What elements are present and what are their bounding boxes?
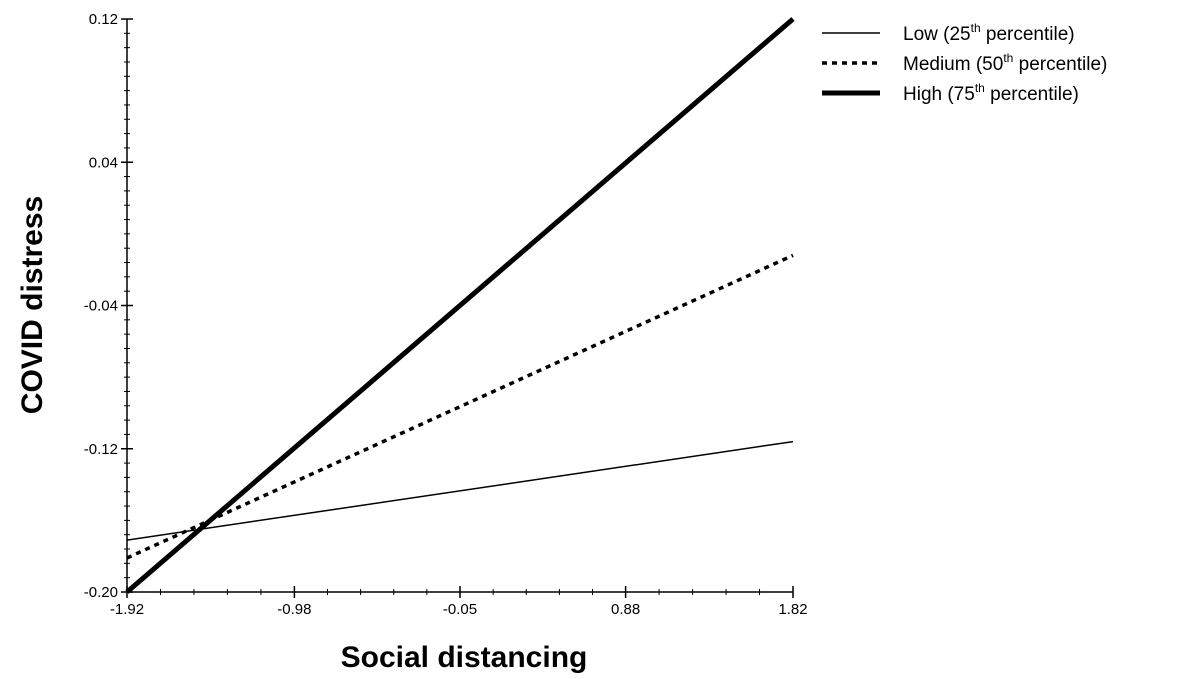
legend-label-tail: percentile)	[981, 24, 1075, 45]
x-tick-label: -1.92	[110, 601, 144, 618]
legend-label-main: Medium (50	[903, 54, 1003, 75]
series-line-2	[125, 17, 795, 594]
legend-label-main: Low (25	[903, 24, 971, 45]
series-line-1	[126, 253, 794, 560]
legend-label-0: Low (25th percentile)	[903, 21, 1075, 45]
axes: -0.20 -0.12 -0.04 0.04 0.12 -1.92 -0.98 -0.05 0.…	[84, 11, 808, 618]
y-tick-label: -0.04	[84, 298, 118, 315]
y-tick-label: -0.12	[84, 441, 118, 458]
series-line-0	[126, 440, 794, 541]
series-layer	[125, 17, 795, 594]
x-tick-label: -0.05	[443, 601, 477, 618]
legend-label-sup: th	[1003, 51, 1013, 65]
legend-label-tail: percentile)	[985, 84, 1079, 105]
legend-label-2: High (75th percentile)	[903, 81, 1079, 105]
legend-label-sup: th	[971, 21, 981, 35]
x-tick-label: 1.82	[778, 601, 807, 618]
y-tick-label: -0.20	[84, 584, 118, 601]
x-axis-title: Social distancing	[341, 641, 588, 674]
y-axis-title: COVID distress	[16, 196, 49, 414]
legend: Low (25th percentile)Medium (50th percen…	[822, 21, 1107, 105]
x-tick-label: 0.88	[611, 601, 640, 618]
legend-label-1: Medium (50th percentile)	[903, 51, 1107, 75]
legend-label-tail: percentile)	[1013, 54, 1107, 75]
x-tick-label: -0.98	[277, 601, 311, 618]
y-tick-label: 0.12	[89, 11, 118, 28]
legend-label-sup: th	[975, 81, 985, 95]
y-tick-label: 0.04	[89, 154, 118, 171]
legend-label-main: High (75	[903, 84, 975, 105]
